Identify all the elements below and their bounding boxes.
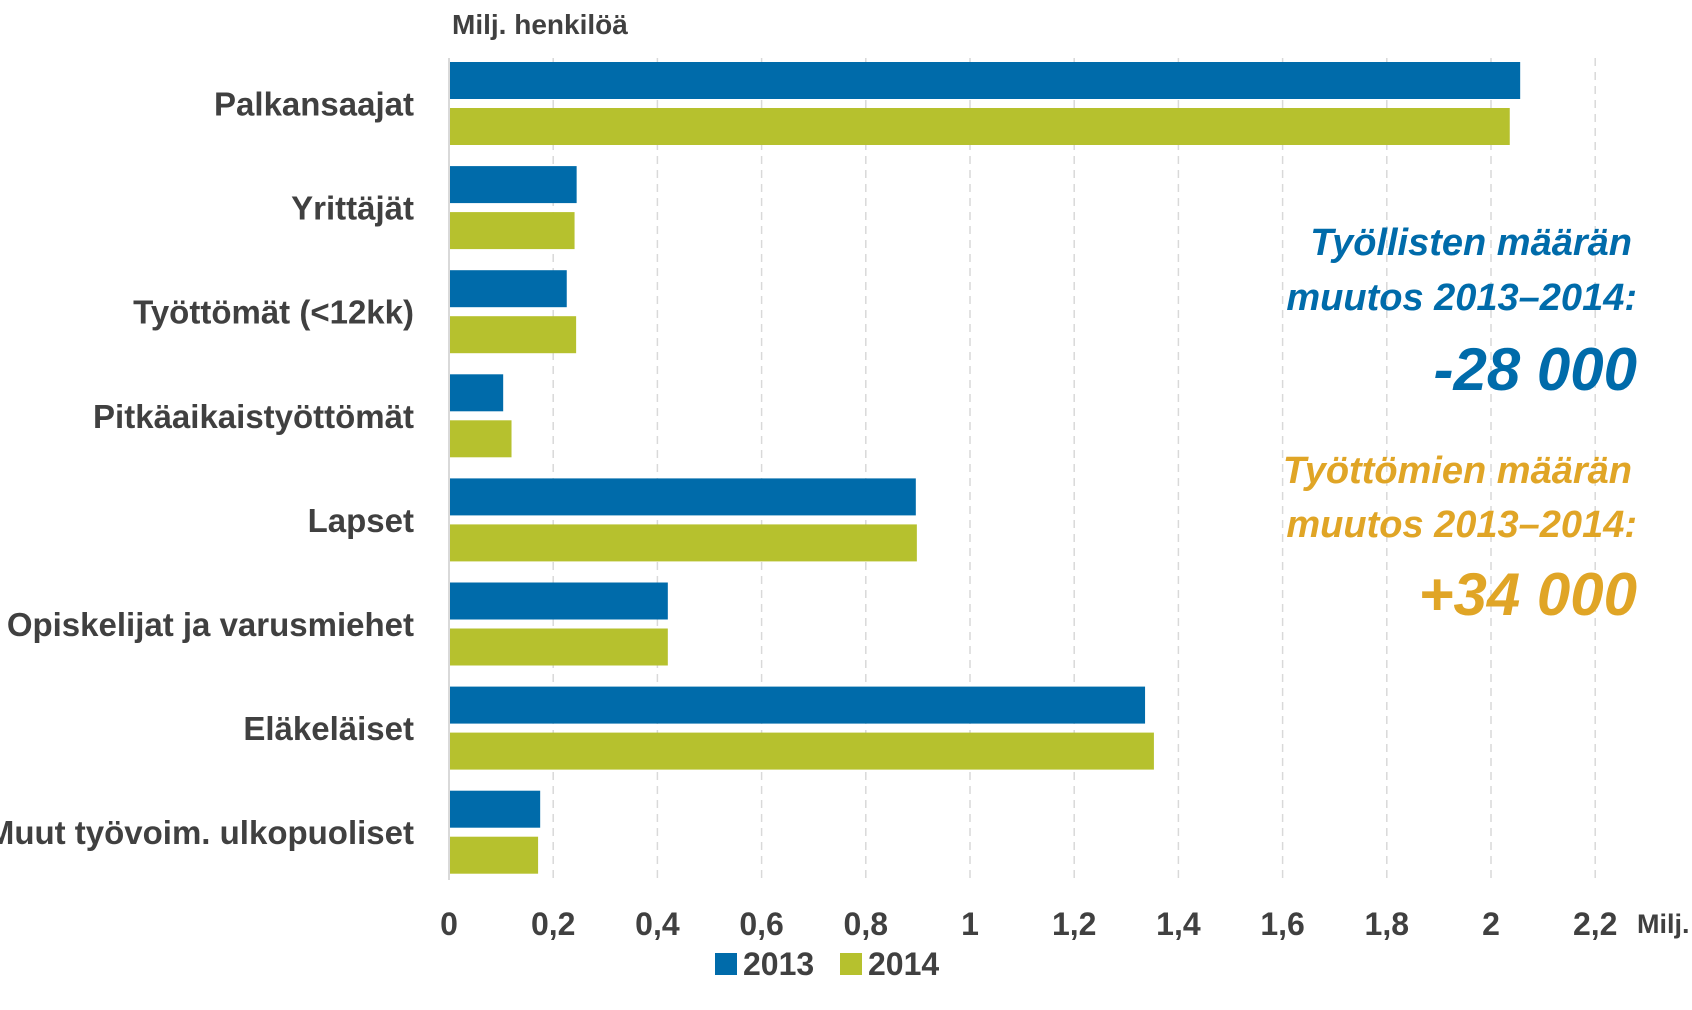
bar-2014: [449, 836, 539, 874]
category-label: Yrittäjät: [291, 190, 414, 227]
category-label: Muut työvoim. ulkopuoliset: [0, 814, 414, 851]
annotation-value: +34 000: [1418, 561, 1637, 628]
bar-2014: [449, 628, 668, 666]
category-label: Pitkäaikaistyöttömät: [93, 398, 414, 435]
x-tick-label: 1,8: [1365, 906, 1409, 942]
x-tick-label: 0,6: [739, 906, 783, 942]
annotations: Työllisten määrän muutos 2013–2014: -28 00…: [1283, 222, 1637, 628]
category-label: Lapset: [308, 502, 414, 539]
x-tick-label: 0,2: [531, 906, 575, 942]
labels: Milj. henkilöä Palkansaajat Yrittäjät Tyött…: [0, 9, 1690, 942]
bar-2014: [449, 420, 512, 458]
annotation-line1: Työttömien määrän: [1283, 450, 1632, 492]
x-tick-label: 0,4: [635, 906, 680, 942]
bar-2013: [449, 166, 577, 204]
grid-lines: [552, 58, 1596, 880]
x-tick-label: 1,4: [1156, 906, 1201, 942]
legend-swatch-2014: [840, 953, 862, 975]
bar-2014: [449, 108, 1510, 145]
bar-2013: [449, 686, 1146, 724]
x-tick-label: 2,2: [1573, 906, 1617, 942]
category-label: Palkansaajat: [214, 86, 414, 123]
x-tick-label: 1,2: [1052, 906, 1096, 942]
category-label: Työttömät (<12kk): [133, 294, 414, 331]
bar-2014: [449, 732, 1154, 770]
unit-label: Milj. henkilöä: [452, 9, 628, 40]
x-tick-label: 2: [1482, 906, 1500, 942]
bar-2013: [449, 790, 541, 828]
bars: [449, 62, 1521, 874]
legend-swatch-2013: [715, 953, 737, 975]
bar-2014: [449, 212, 575, 250]
legend: 2013 2014: [715, 946, 939, 982]
x-tick-label: 0,8: [844, 906, 888, 942]
annotation-value: -28 000: [1434, 336, 1638, 403]
annotation-line2: muutos 2013–2014:: [1286, 504, 1637, 546]
x-tick-label: 1: [961, 906, 979, 942]
bar-2014: [449, 524, 917, 562]
x-tick-label: 1,6: [1260, 906, 1304, 942]
bar-2013: [449, 582, 668, 620]
bar-2013: [449, 374, 504, 412]
annotation-line1: Työllisten määrän: [1310, 222, 1632, 264]
x-tick-label: 0: [440, 906, 458, 942]
bar-2013: [449, 62, 1521, 99]
legend-label-2014: 2014: [868, 946, 939, 982]
bar-2013: [449, 270, 567, 308]
category-label: Opiskelijat ja varusmiehet: [7, 606, 414, 643]
x-unit-label: Milj.: [1637, 909, 1690, 939]
category-label: Eläkeläiset: [243, 710, 414, 747]
bar-2013: [449, 478, 916, 516]
bar-2014: [449, 316, 577, 354]
legend-label-2013: 2013: [743, 946, 814, 982]
annotation-line2: muutos 2013–2014:: [1286, 277, 1637, 319]
